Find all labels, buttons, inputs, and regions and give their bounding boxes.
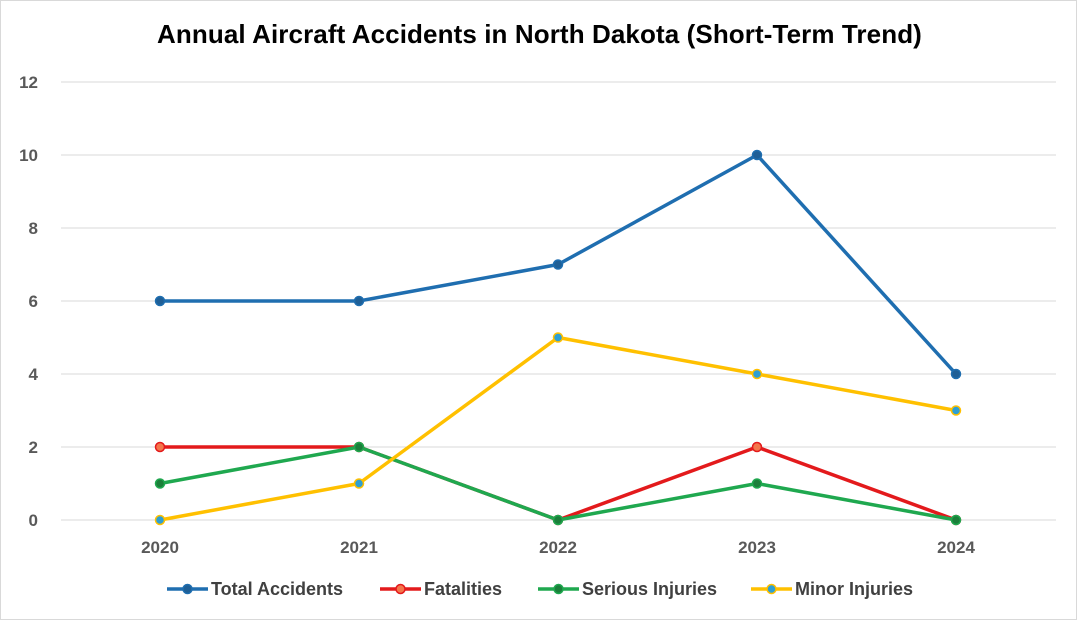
- y-axis-ticks: 0 2 4 6 8 10 12: [19, 73, 38, 530]
- legend: Total Accidents Fatalities Serious Injurie…: [167, 579, 913, 599]
- data-point-fatalities-2023: [751, 441, 763, 453]
- data-point-serious-injuries-2022: [552, 514, 564, 526]
- y-tick-label: 4: [29, 365, 39, 384]
- legend-item-fatalities: Fatalities: [380, 579, 502, 599]
- series-line-minor-injuries: [158, 335, 958, 522]
- data-point-minor-injuries-2024: [950, 405, 962, 416]
- data-point-total-accidents-2024: [950, 368, 962, 380]
- y-tick-label: 6: [29, 292, 38, 311]
- legend-label: Fatalities: [424, 579, 502, 599]
- legend-swatch-marker: [395, 583, 406, 595]
- series-line-fatalities: [158, 445, 958, 522]
- data-point-total-accidents-2021: [353, 295, 365, 307]
- legend-swatch-marker: [766, 583, 777, 595]
- legend-item-total-accidents: Total Accidents: [167, 579, 343, 599]
- y-tick-label: 2: [29, 438, 38, 457]
- data-point-minor-injuries-2023: [751, 368, 763, 380]
- data-point-serious-injuries-2024: [950, 514, 962, 526]
- y-tick-label: 10: [19, 146, 38, 165]
- data-point-total-accidents-2020: [154, 295, 166, 307]
- data-point-fatalities-2020: [154, 441, 166, 453]
- legend-item-serious-injuries: Serious Injuries: [538, 579, 717, 599]
- data-point-serious-injuries-2020: [154, 478, 166, 489]
- legend-label: Minor Injuries: [795, 579, 913, 599]
- series-markers: [154, 149, 962, 526]
- legend-swatch-marker: [182, 583, 193, 595]
- chart-title: Annual Aircraft Accidents in North Dakot…: [157, 19, 922, 49]
- y-tick-label: 12: [19, 73, 38, 92]
- legend-item-minor-injuries: Minor Injuries: [751, 579, 913, 599]
- y-tick-label: 0: [29, 511, 38, 530]
- y-tick-label: 8: [29, 219, 38, 238]
- data-point-serious-injuries-2021: [353, 441, 365, 453]
- data-point-minor-injuries-2022: [552, 332, 564, 343]
- x-axis-ticks: 2020 2021 2022 2023 2024: [141, 538, 975, 557]
- x-tick-label: 2021: [340, 538, 378, 557]
- legend-label: Total Accidents: [211, 579, 343, 599]
- data-point-minor-injuries-2020: [154, 514, 166, 526]
- data-point-serious-injuries-2023: [751, 478, 763, 489]
- x-tick-label: 2023: [738, 538, 776, 557]
- x-tick-label: 2020: [141, 538, 179, 557]
- data-point-total-accidents-2023: [751, 149, 763, 161]
- legend-label: Serious Injuries: [582, 579, 717, 599]
- data-point-minor-injuries-2021: [353, 478, 365, 489]
- x-tick-label: 2024: [937, 538, 975, 557]
- data-point-total-accidents-2022: [552, 259, 564, 270]
- legend-swatch-marker: [553, 583, 564, 595]
- series-line-serious-injuries: [158, 445, 958, 522]
- x-tick-label: 2022: [539, 538, 577, 557]
